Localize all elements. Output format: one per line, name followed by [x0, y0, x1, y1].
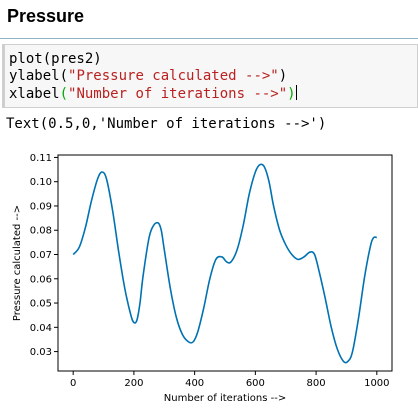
x-tick-label: 600 [246, 378, 265, 389]
y-tick-label: 0.11 [30, 153, 52, 164]
x-axis-label: Number of iterations --> [164, 393, 286, 404]
line-chart: 0 200 400 600 800 1000 0.03 0.04 0.05 0.06 0.07 0.0… [12, 153, 393, 404]
y-tick-label: 0.08 [30, 226, 52, 237]
series-line [72, 163, 377, 364]
matched-bracket-open: ( [59, 86, 69, 102]
x-tick-label: 200 [124, 378, 143, 389]
x-tick-label: 0 [70, 378, 76, 389]
code-text: xlabel [9, 86, 60, 102]
code-line-1[interactable]: plot(pres2) [9, 51, 102, 68]
cell-output-text: Text(0.5,0,'Number of iterations -->') [6, 116, 327, 132]
code-line-2[interactable]: ylabel("Pressure calculated -->") [9, 68, 287, 85]
code-text: ylabel( [9, 68, 69, 84]
y-axis-label: Pressure calculated --> [12, 205, 23, 321]
code-string: "Number of iterations -->" [68, 86, 288, 102]
y-tick-label: 0.03 [30, 347, 52, 358]
x-tick-label: 800 [307, 378, 326, 389]
code-line-3[interactable]: xlabel("Number of iterations -->") [9, 85, 297, 103]
x-tick-label: 400 [185, 378, 204, 389]
text-cursor [295, 85, 297, 100]
heading-divider [0, 38, 418, 39]
y-tick-label: 0.10 [30, 177, 52, 188]
y-tick-label: 0.05 [30, 299, 52, 310]
plot-frame [57, 154, 393, 372]
code-cell[interactable]: plot(pres2) ylabel("Pressure calculated … [2, 44, 418, 108]
y-tick-label: 0.09 [30, 201, 52, 212]
section-heading: Pressure [7, 6, 85, 26]
y-tick-label: 0.04 [30, 323, 52, 334]
code-text: plot(pres2) [9, 51, 102, 67]
y-tick-label: 0.06 [30, 274, 52, 285]
matched-bracket-close: ) [287, 86, 296, 102]
code-string: "Pressure calculated -->" [68, 68, 279, 84]
code-text: ) [278, 68, 288, 84]
x-tick-label: 1000 [364, 378, 389, 389]
y-tick-label: 0.07 [30, 250, 52, 261]
